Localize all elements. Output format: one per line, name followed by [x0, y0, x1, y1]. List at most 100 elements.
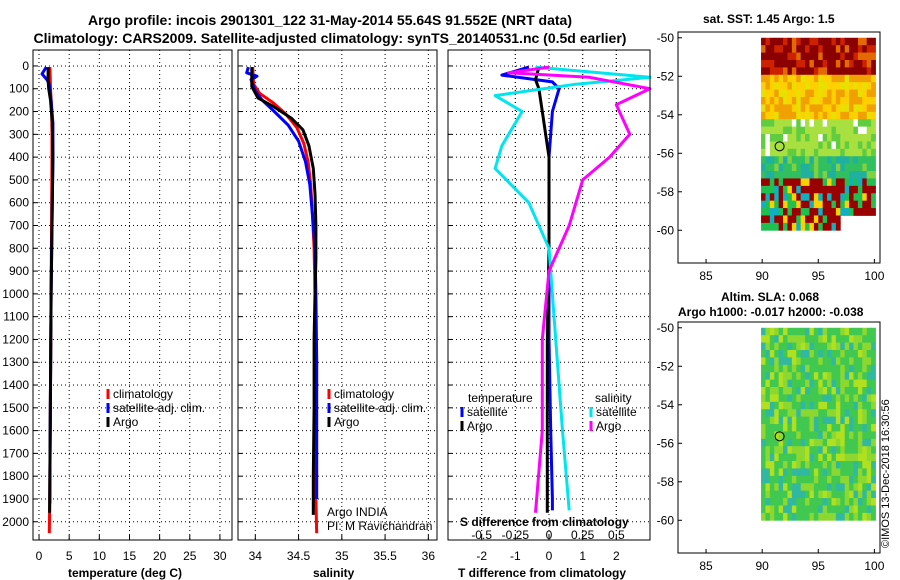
imos-watermark: ©IMOS 13-Dec-2018 16:30:56 [880, 399, 892, 548]
sst-map-ytick-label: -52 [657, 69, 675, 83]
temperature-xtick-label: 10 [93, 549, 107, 563]
depth-tick-label: 1300 [2, 355, 29, 369]
legend-label-argo-s: Argo [334, 415, 360, 429]
salinity-legend-title: salinity [595, 391, 632, 405]
sst-map-xtick-label: 95 [812, 269, 826, 283]
difference-stick-label: -0.5 [471, 528, 492, 542]
sst-map-xtick-label: 100 [864, 269, 884, 283]
depth-tick-label: 1500 [2, 401, 29, 415]
temperature-xtick-label: 30 [213, 549, 227, 563]
sla-map-ytick-label: -54 [657, 398, 675, 412]
diff-legend-t-label: satellite [467, 405, 508, 419]
temperature-series-argo [46, 67, 55, 513]
chart-title-line1: Argo profile: incois 2901301_122 31-May-… [87, 12, 572, 28]
depth-tick-label: 300 [9, 127, 29, 141]
sla-map-title-line1: Altim. SLA: 0.068 [721, 290, 820, 304]
difference-stick-label: 0.5 [608, 528, 625, 542]
chart-title-line2: Climatology: CARS2009. Satellite-adjuste… [33, 30, 627, 46]
depth-tick-label: 400 [9, 150, 29, 164]
temperature-xtick-label: 5 [66, 549, 73, 563]
salinity-series-satellite-adj-clim- [245, 66, 319, 499]
sst-argo-position-marker [774, 141, 785, 152]
legend-label-climatology-s: climatology [334, 387, 394, 401]
sla-map-ytick-label: -60 [657, 513, 675, 527]
difference-series-salinity-argo [507, 65, 652, 513]
diff-legend-s-label: satellite [596, 405, 637, 419]
legend-label-satellite-s: satellite-adj. clim. [334, 401, 426, 415]
depth-tick-label: 100 [9, 82, 29, 96]
depth-tick-label: 0 [22, 59, 29, 73]
salinity-xtick-label: 36 [422, 549, 436, 563]
temperature-xtick-label: 15 [123, 549, 137, 563]
temperature-xtick-label: 25 [183, 549, 197, 563]
sst-map-ytick-label: -50 [657, 31, 675, 45]
sst-map-xtick-label: 85 [699, 269, 713, 283]
sla-map-ytick-label: -52 [657, 359, 675, 373]
salinity-xtick-label: 34 [249, 549, 263, 563]
depth-tick-label: 1100 [3, 310, 29, 324]
temperature-frame [32, 49, 233, 541]
difference-xtick-label: -1 [510, 549, 521, 563]
diff-legend-s-label: Argo [596, 419, 622, 433]
sst-map-ytick-label: -58 [657, 185, 675, 199]
temperature-xtick-label: 20 [153, 549, 167, 563]
sla-map-ytick-label: -58 [657, 475, 675, 489]
depth-tick-label: 1800 [2, 469, 29, 483]
diff-legend-t-label: Argo [467, 419, 493, 433]
difference-series-salinity-satellite [493, 65, 652, 511]
depth-tick-label: 1200 [2, 332, 29, 346]
sla-map-title-line2: Argo h1000: -0.017 h2000: -0.038 [678, 305, 864, 319]
difference-xtick-label: 0 [546, 549, 553, 563]
difference-xtick-label: 2 [613, 549, 620, 563]
depth-tick-label: 800 [9, 241, 29, 255]
sla-map-xtick-label: 95 [812, 559, 826, 573]
salinity-frame [237, 49, 438, 541]
temperature-xlabel: temperature (deg C) [68, 566, 183, 580]
sst-map-frame [677, 31, 881, 264]
depth-tick-label: 700 [9, 218, 29, 232]
difference-xtick-label: 1 [579, 549, 586, 563]
depth-tick-label: 2000 [2, 515, 29, 529]
depth-tick-label: 1900 [2, 492, 29, 506]
sst-map-ytick-label: -56 [657, 146, 675, 160]
sla-map-ytick-label: -50 [657, 321, 675, 335]
sla-map-xtick-label: 90 [755, 559, 769, 573]
sst-map-ytick-label: -54 [657, 108, 675, 122]
sst-map-field [761, 37, 876, 231]
legend-label-satellite: satellite-adj. clim. [113, 401, 205, 415]
salinity-xtick-label: 35.5 [373, 549, 397, 563]
difference-stick-label: 0.25 [571, 528, 595, 542]
difference-xlabel: T difference from climatology [458, 566, 627, 580]
salinity-xtick-label: 34.5 [287, 549, 311, 563]
difference-stick-label: -0.25 [502, 528, 530, 542]
depth-tick-label: 1000 [2, 287, 29, 301]
depth-tick-label: 1600 [2, 424, 29, 438]
depth-tick-label: 600 [9, 196, 29, 210]
sla-map-field [761, 327, 876, 521]
sla-map-frame [677, 321, 881, 554]
sst-map-title: sat. SST: 1.45 Argo: 1.5 [703, 12, 835, 26]
depth-tick-label: 1700 [2, 446, 29, 460]
sla-map-xtick-label: 85 [699, 559, 713, 573]
depth-tick-label: 900 [9, 264, 29, 278]
difference-xtick-label: -2 [476, 549, 487, 563]
legend-label-argo: Argo [113, 415, 139, 429]
sla-map-ytick-label: -56 [657, 436, 675, 450]
legend-label-climatology: climatology [113, 387, 173, 401]
difference-series-temperature-argo [534, 66, 551, 513]
argo-india-annotation: Argo INDIA [327, 505, 388, 519]
difference-stick-label: 0 [546, 528, 553, 542]
sla-map-xtick-label: 100 [864, 559, 884, 573]
sst-map-xtick-label: 90 [755, 269, 769, 283]
depth-tick-label: 200 [9, 105, 29, 119]
sst-map-ytick-label: -60 [657, 223, 675, 237]
salinity-xtick-label: 35 [335, 549, 349, 563]
difference-xlabel-top: S difference from climatology [460, 515, 629, 529]
temperature-xtick-label: 0 [36, 549, 43, 563]
temperature-legend-title: temperature [468, 391, 533, 405]
sla-argo-position-marker [774, 431, 785, 442]
depth-tick-label: 500 [9, 173, 29, 187]
difference-series-temperature-satellite [500, 65, 561, 511]
depth-tick-label: 1400 [2, 378, 29, 392]
